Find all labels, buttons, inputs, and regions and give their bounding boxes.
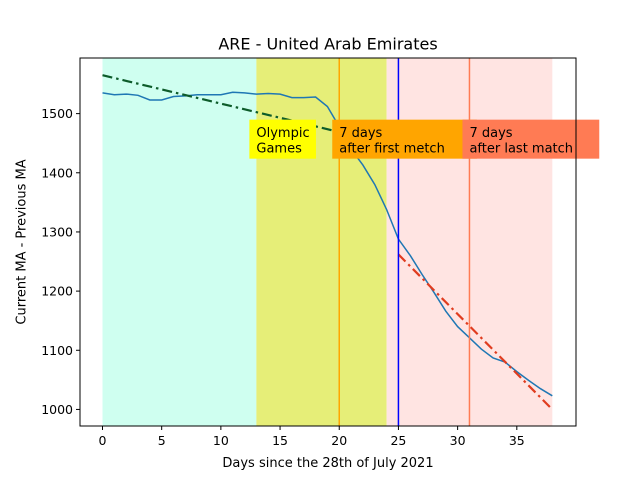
trend-line-after xyxy=(397,253,554,411)
annotation-text: Olympic xyxy=(256,126,309,141)
annotation-text: after first metch xyxy=(339,142,445,157)
y-tick-label: 1200 xyxy=(41,284,73,299)
series-line-ma-difference xyxy=(102,91,553,397)
y-tick-label: 1100 xyxy=(41,343,73,358)
vertical-markers xyxy=(338,58,471,426)
y-tick-label: 1000 xyxy=(41,402,73,417)
chart-title: ARE - United Arab Emirates xyxy=(218,35,437,54)
annotation-text: Games xyxy=(256,142,302,157)
x-tick-label: 5 xyxy=(158,433,166,448)
y-tick-label: 1500 xyxy=(41,106,73,121)
annotation-box xyxy=(332,119,477,159)
y-tick-label: 1300 xyxy=(41,224,73,239)
annotation-text: 7 days xyxy=(469,126,512,141)
x-tick-label: 0 xyxy=(99,433,107,448)
x-tick-label: 35 xyxy=(509,433,525,448)
x-tick-label: 15 xyxy=(272,433,288,448)
x-axis-ticks: 0 5 10 15 20 25 30 35 xyxy=(99,426,525,448)
annotation-text: after last match xyxy=(469,142,573,157)
series-layer xyxy=(102,74,554,411)
x-axis-label: Days since the 28th of July 2021 xyxy=(222,456,433,471)
annotation-text: 7 days xyxy=(339,126,382,141)
y-axis-label: Current MA - Previous MA xyxy=(15,159,30,324)
shaded-periods xyxy=(102,58,553,426)
span-before xyxy=(102,58,257,426)
x-tick-label: 10 xyxy=(213,433,229,448)
x-tick-label: 30 xyxy=(450,433,466,448)
x-tick-label: 25 xyxy=(390,433,406,448)
span-olympics xyxy=(256,58,387,426)
x-tick-label: 20 xyxy=(331,433,347,448)
annotation-box xyxy=(249,119,316,159)
y-axis-ticks: 1000 1100 1200 1300 1400 1500 xyxy=(41,106,80,417)
plot-frame xyxy=(79,57,577,427)
y-tick-label: 1400 xyxy=(41,165,73,180)
